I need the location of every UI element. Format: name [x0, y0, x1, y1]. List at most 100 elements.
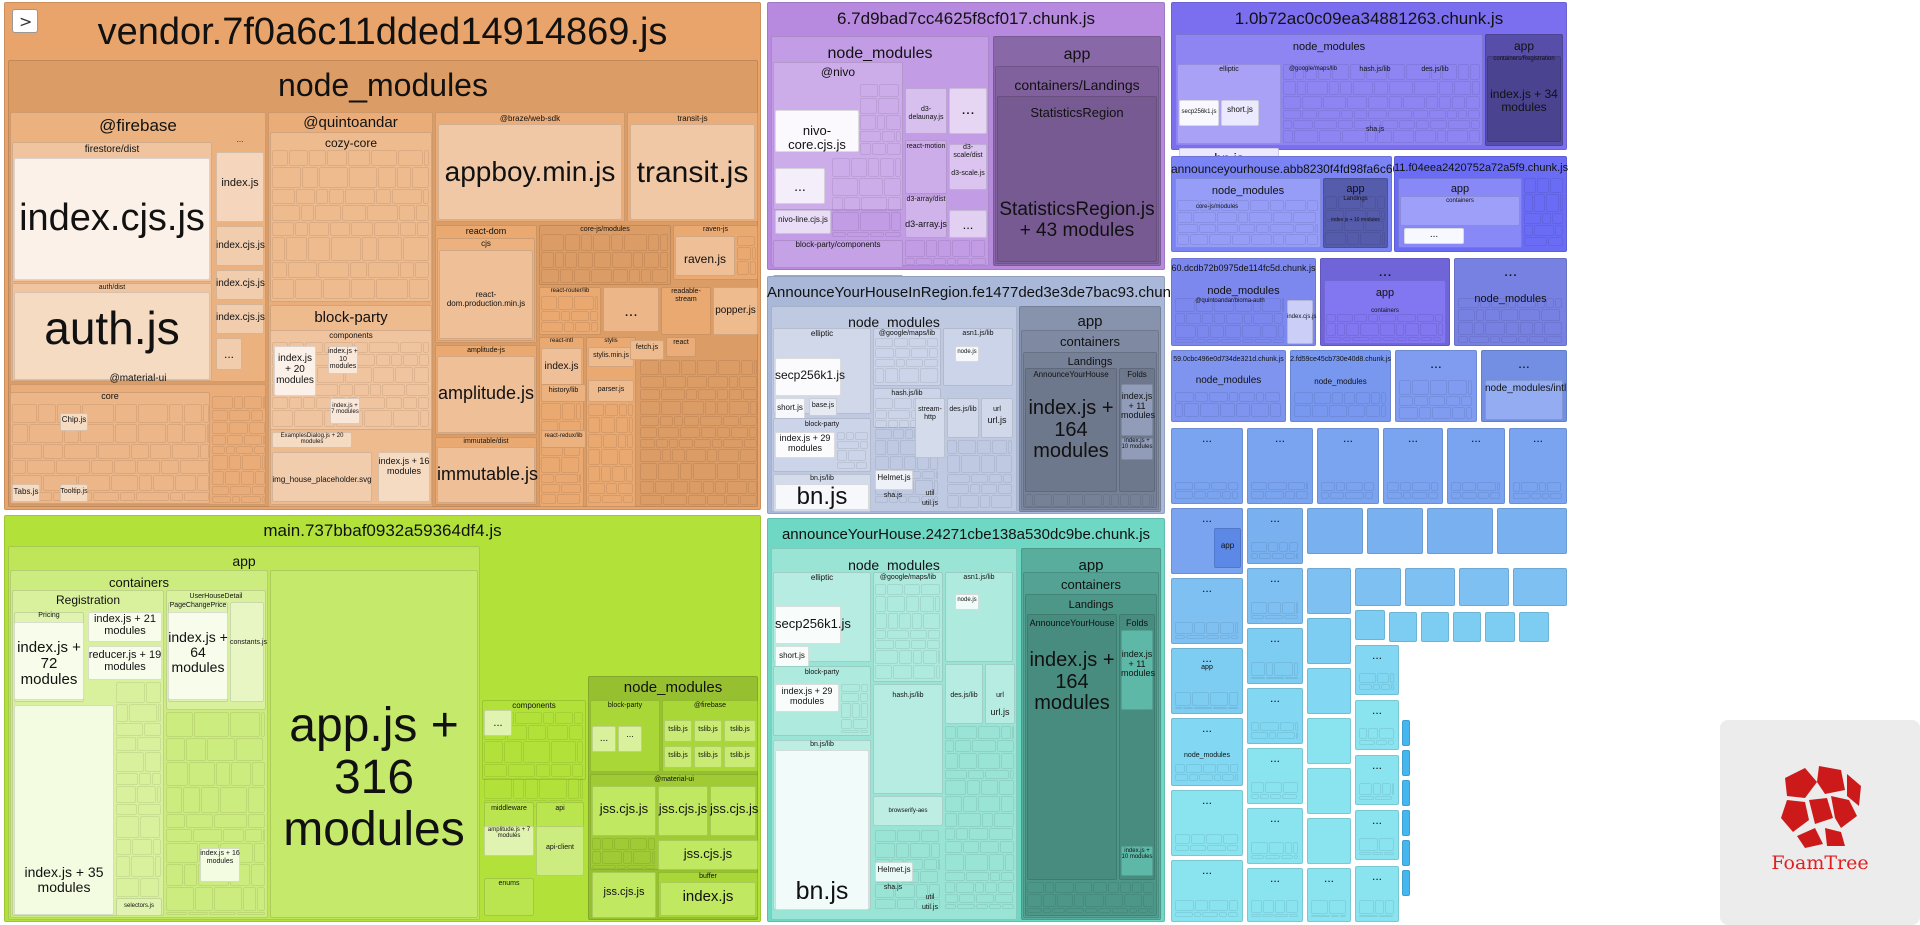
module-tile[interactable] [1270, 794, 1281, 799]
module-tile[interactable] [1209, 900, 1228, 911]
module-tile[interactable] [330, 222, 350, 236]
module-node-js[interactable] [955, 346, 979, 362]
module-tile[interactable] [1263, 900, 1274, 913]
module-tile[interactable] [619, 449, 633, 465]
module-fetch[interactable] [630, 340, 664, 360]
module-tile[interactable] [1377, 673, 1389, 683]
module-tile[interactable] [680, 463, 692, 480]
module-selectors[interactable] [116, 898, 162, 916]
module-tile[interactable] [1274, 662, 1293, 676]
module-tile[interactable] [1236, 200, 1249, 211]
module-tile[interactable] [623, 495, 633, 503]
module-tile[interactable] [1353, 81, 1373, 95]
module-tile[interactable] [861, 684, 868, 692]
module-tile[interactable] [723, 416, 739, 426]
group-readable[interactable] [661, 287, 711, 335]
module-tile[interactable] [184, 404, 202, 423]
module-tile[interactable] [417, 222, 429, 236]
module-tile[interactable] [887, 440, 899, 455]
module-tile[interactable] [376, 279, 408, 299]
module-tile[interactable] [921, 584, 940, 595]
module-c6-ell3[interactable] [949, 210, 987, 238]
module-tile[interactable] [893, 665, 912, 679]
module-tile[interactable] [166, 738, 185, 761]
module-tile[interactable] [660, 360, 680, 375]
module-tile[interactable] [370, 384, 381, 396]
module-tile[interactable] [1452, 407, 1465, 419]
module-tile[interactable] [252, 486, 265, 495]
module-tile[interactable] [837, 450, 847, 461]
module-tslib2[interactable] [694, 720, 722, 742]
group-a2-app[interactable] [1323, 178, 1388, 248]
module-tile[interactable] [331, 237, 361, 261]
module-tile[interactable] [853, 719, 868, 729]
module-tile[interactable] [1365, 492, 1373, 499]
module-tile[interactable] [1474, 322, 1484, 335]
module-tile[interactable] [963, 841, 979, 853]
module-tslib1[interactable] [664, 720, 692, 742]
module-tile[interactable] [243, 887, 256, 911]
module-tile[interactable] [561, 311, 570, 321]
module-tile[interactable] [120, 492, 135, 501]
module-tile[interactable] [1195, 900, 1208, 911]
module-stylis-min[interactable] [588, 347, 634, 367]
module-tile[interactable] [1253, 313, 1273, 324]
module-tile[interactable] [718, 449, 739, 462]
module-tile[interactable] [1458, 322, 1473, 335]
module-tile[interactable] [272, 262, 287, 278]
module-tile[interactable] [1202, 912, 1218, 917]
module-tile[interactable] [978, 796, 1000, 812]
module-tile[interactable] [1206, 834, 1222, 844]
module-tile[interactable] [977, 440, 991, 454]
module-tile[interactable] [1251, 900, 1262, 913]
module-tile[interactable] [1112, 908, 1128, 913]
module-tile[interactable] [945, 882, 955, 893]
module-tile[interactable] [648, 838, 655, 850]
module-tile[interactable] [612, 466, 625, 482]
module-tile[interactable] [212, 446, 225, 454]
module-tile[interactable] [885, 368, 898, 383]
module-tile[interactable] [956, 882, 974, 893]
module-tile[interactable] [971, 240, 985, 257]
module-tile[interactable] [1251, 677, 1265, 679]
module-tile[interactable] [956, 828, 968, 840]
module-tile[interactable] [613, 269, 628, 283]
module-tile[interactable] [1421, 337, 1432, 341]
module-t-idx10[interactable] [1121, 846, 1153, 876]
module-tile[interactable] [920, 596, 934, 612]
module-tile[interactable] [1437, 130, 1446, 143]
module-tile[interactable] [229, 410, 250, 421]
module-tile[interactable] [841, 684, 860, 692]
module-tile[interactable] [131, 856, 154, 877]
module-tile[interactable] [1093, 882, 1107, 893]
module-tile[interactable] [1202, 313, 1213, 324]
module-tile[interactable] [1469, 336, 1489, 343]
module-tile[interactable] [1256, 224, 1269, 233]
module-tile[interactable] [739, 376, 757, 388]
module-tile[interactable] [1294, 130, 1318, 143]
module-tile[interactable] [1268, 542, 1278, 552]
module-tile[interactable] [1251, 722, 1259, 731]
group-t-googlemaps[interactable] [873, 572, 943, 682]
module-tile[interactable] [945, 904, 956, 909]
module-tile[interactable] [669, 439, 678, 448]
chunk-unknown-2[interactable] [1454, 258, 1567, 346]
module-tile[interactable] [1542, 213, 1551, 224]
module-tile[interactable] [958, 813, 981, 827]
module-tile[interactable] [1285, 677, 1298, 679]
module-tile[interactable] [860, 98, 877, 114]
module-tile[interactable] [166, 843, 198, 863]
module-d3-scale[interactable] [949, 144, 987, 190]
module-tile[interactable] [423, 342, 429, 353]
module-tile[interactable] [982, 813, 993, 827]
module-tile[interactable] [354, 384, 369, 396]
module-tile[interactable] [700, 416, 722, 426]
module-tile[interactable] [1430, 120, 1447, 129]
module-tile[interactable] [1206, 635, 1219, 639]
module-tile[interactable] [116, 816, 139, 838]
module-tile[interactable] [373, 367, 394, 383]
chunk-small[interactable] [1247, 628, 1303, 684]
module-tile[interactable] [697, 360, 717, 375]
module-tile[interactable] [1359, 796, 1374, 800]
module-tile[interactable] [203, 404, 209, 423]
